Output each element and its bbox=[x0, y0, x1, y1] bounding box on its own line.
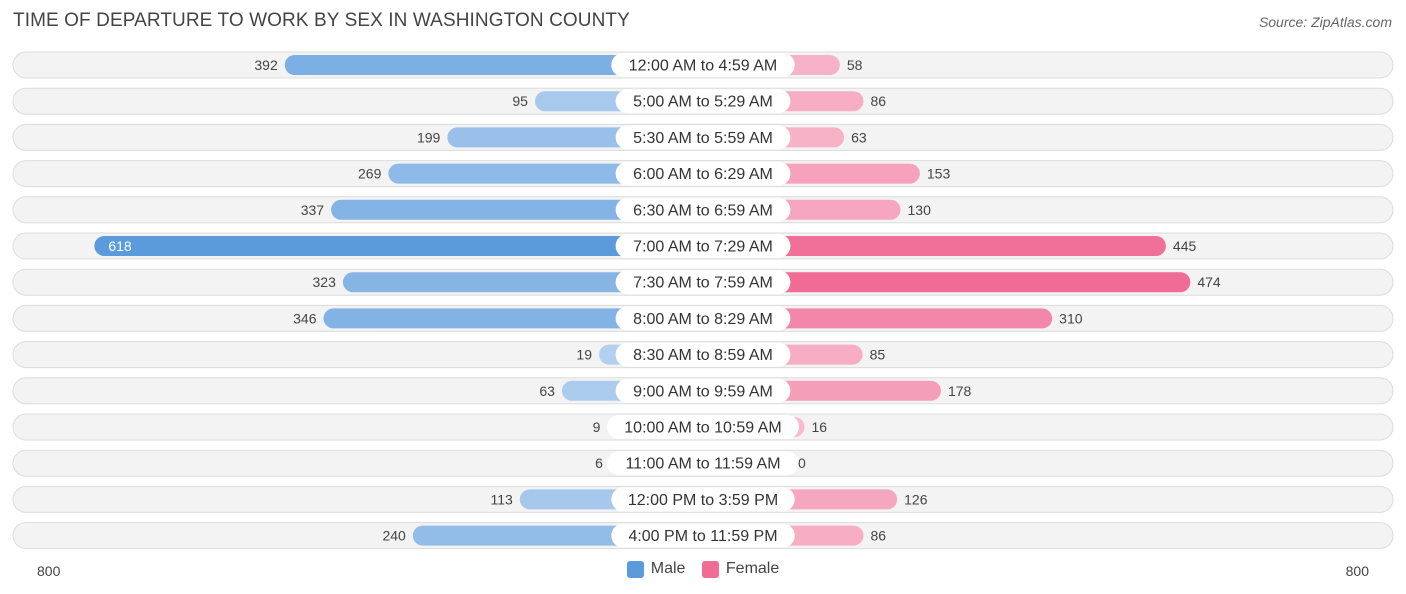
legend-item-female: Female bbox=[701, 560, 780, 578]
female-value-label: 445 bbox=[1173, 238, 1197, 254]
female-value-label: 86 bbox=[870, 528, 886, 544]
male-value-label: 63 bbox=[539, 383, 555, 399]
male-value-label: 6 bbox=[595, 455, 603, 471]
category-label: 10:00 AM to 10:59 AM bbox=[624, 420, 781, 437]
category-label-box bbox=[615, 270, 791, 295]
axis-label-left: 800 bbox=[37, 563, 61, 579]
category-label: 7:00 AM to 7:29 AM bbox=[633, 239, 773, 256]
female-bar bbox=[703, 272, 1191, 293]
female-value-label: 0 bbox=[798, 455, 806, 471]
legend-swatch-female bbox=[701, 560, 719, 578]
female-value-label: 86 bbox=[870, 93, 886, 109]
female-bar bbox=[703, 236, 1166, 256]
chart-legend: Male Female bbox=[0, 560, 1406, 583]
category-label-box bbox=[615, 342, 791, 367]
male-value-label: 346 bbox=[293, 310, 317, 326]
legend-label-male: Male bbox=[650, 560, 686, 577]
category-label: 5:00 AM to 5:29 AM bbox=[633, 94, 773, 111]
category-label: 12:00 PM to 3:59 PM bbox=[628, 492, 778, 509]
chart-title: TIME OF DEPARTURE TO WORK BY SEX IN WASH… bbox=[13, 10, 630, 31]
male-value-label: 95 bbox=[512, 93, 528, 109]
category-label-box bbox=[607, 415, 799, 439]
male-bar bbox=[331, 199, 703, 220]
category-label: 12:00 AM to 4:59 AM bbox=[629, 58, 778, 75]
legend-item-male: Male bbox=[626, 560, 686, 578]
category-label: 5:30 AM to 5:59 AM bbox=[633, 130, 773, 147]
female-value-label: 310 bbox=[1059, 310, 1083, 326]
male-value-label: 618 bbox=[108, 238, 132, 254]
chart-source: Source: ZipAtlas.com bbox=[1258, 14, 1392, 30]
legend-swatch-male bbox=[626, 560, 644, 578]
female-value-label: 85 bbox=[870, 347, 886, 363]
category-label: 11:00 AM to 11:59 AM bbox=[625, 456, 780, 473]
female-value-label: 126 bbox=[904, 491, 928, 507]
male-value-label: 269 bbox=[358, 166, 382, 182]
male-value-label: 19 bbox=[576, 347, 592, 363]
male-value-label: 392 bbox=[254, 57, 278, 73]
female-value-label: 16 bbox=[811, 419, 827, 435]
category-label-box bbox=[615, 306, 791, 331]
category-label-box bbox=[615, 161, 791, 186]
category-label-box bbox=[615, 378, 791, 403]
axis-label-right: 800 bbox=[1346, 563, 1370, 579]
male-value-label: 199 bbox=[417, 129, 441, 145]
female-value-label: 474 bbox=[1197, 274, 1221, 290]
female-value-label: 58 bbox=[847, 57, 863, 73]
male-value-label: 9 bbox=[593, 419, 601, 435]
male-bar bbox=[342, 272, 703, 293]
category-label-box bbox=[615, 89, 791, 114]
female-value-label: 63 bbox=[851, 129, 867, 145]
category-label-box bbox=[611, 523, 795, 548]
female-value-label: 178 bbox=[948, 383, 972, 399]
category-label-box bbox=[615, 197, 791, 222]
category-label-box bbox=[611, 53, 795, 77]
male-value-label: 337 bbox=[301, 202, 325, 218]
category-label: 8:00 AM to 8:29 AM bbox=[633, 311, 773, 328]
male-value-label: 323 bbox=[313, 274, 337, 290]
male-value-label: 240 bbox=[382, 528, 406, 544]
category-label: 9:00 AM to 9:59 AM bbox=[633, 383, 773, 400]
female-bar bbox=[703, 308, 1053, 329]
category-label-box bbox=[615, 125, 791, 150]
category-label-box bbox=[615, 234, 791, 258]
male-bar bbox=[94, 236, 703, 256]
category-label: 4:00 PM to 11:59 PM bbox=[628, 528, 777, 545]
category-label-box bbox=[611, 487, 795, 512]
category-label: 7:30 AM to 7:59 AM bbox=[633, 275, 773, 292]
female-value-label: 130 bbox=[908, 202, 932, 218]
male-bar bbox=[284, 55, 703, 75]
category-label-box bbox=[607, 451, 799, 476]
category-label: 8:30 AM to 8:59 AM bbox=[633, 347, 773, 364]
category-label: 6:30 AM to 6:59 AM bbox=[633, 202, 773, 219]
male-bar bbox=[323, 308, 703, 329]
male-value-label: 113 bbox=[490, 491, 513, 507]
legend-label-female: Female bbox=[725, 560, 780, 577]
female-value-label: 153 bbox=[927, 166, 951, 182]
category-label: 6:00 AM to 6:29 AM bbox=[633, 166, 773, 183]
